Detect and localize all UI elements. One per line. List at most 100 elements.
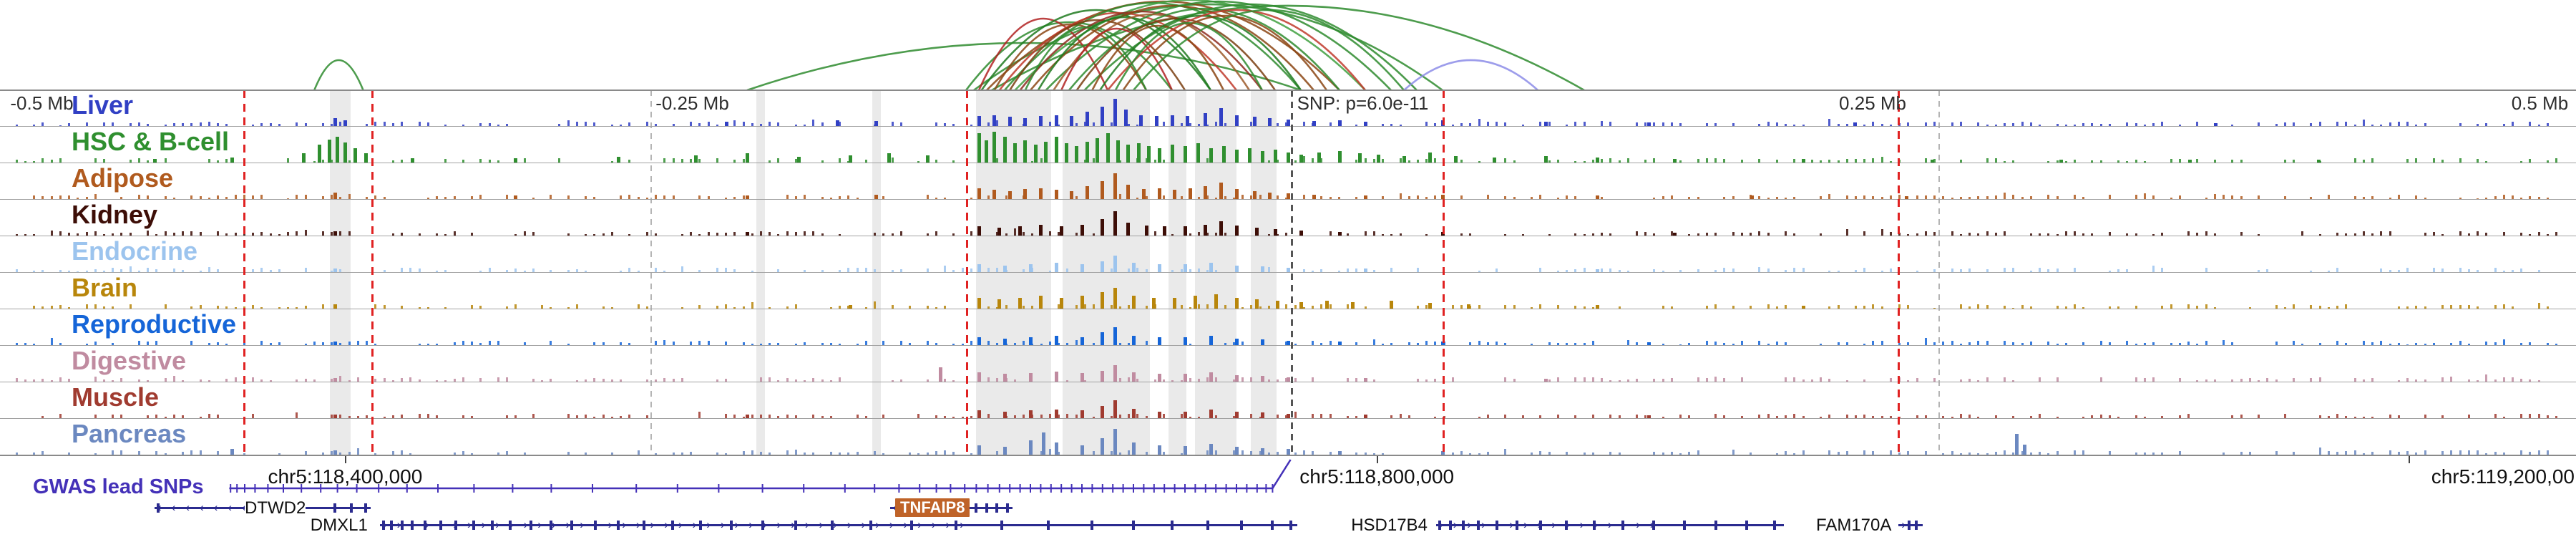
signal-peak	[977, 133, 981, 163]
signal-noise	[1337, 341, 1340, 345]
gene-label-dmxl1[interactable]: DMXL1	[310, 516, 368, 535]
signal-noise	[348, 193, 351, 199]
track-lane-reproductive[interactable]: Reproductive	[0, 309, 2576, 346]
signal-noise	[1714, 304, 1717, 309]
interaction-arc	[1403, 59, 1539, 90]
signal-noise	[1241, 307, 1244, 309]
signal-noise	[24, 160, 26, 163]
signal-noise	[2293, 304, 2295, 309]
signal-noise	[1591, 377, 1594, 382]
signal-noise	[2178, 377, 2181, 382]
signal-noise	[1802, 125, 1805, 126]
signal-noise	[742, 306, 745, 309]
signal-noise	[760, 452, 762, 455]
track-lane-brain[interactable]: Brain	[0, 273, 2576, 309]
signal-noise	[497, 340, 499, 345]
signal-noise	[1986, 453, 1989, 455]
signal-noise	[1880, 229, 1883, 236]
track-lane-pancreas[interactable]: Pancreas	[0, 419, 2576, 455]
gene-exon	[1593, 521, 1596, 530]
signal-noise	[698, 158, 701, 163]
signal-noise	[1880, 306, 1883, 309]
signal-noise	[199, 195, 202, 199]
signal-noise	[1407, 342, 1410, 345]
gene-body-fam170a[interactable]	[1898, 524, 1923, 526]
gene-body-hsd17b4[interactable]	[1436, 524, 1784, 526]
signal-peak	[1183, 374, 1187, 382]
signal-noise	[252, 268, 255, 272]
gene-body-dmxl1[interactable]	[380, 524, 1297, 526]
signal-noise	[952, 380, 955, 382]
signal-noise	[1486, 122, 1489, 126]
signal-noise	[1705, 306, 1708, 309]
signal-noise	[1548, 342, 1551, 345]
signal-noise	[1434, 417, 1437, 418]
signal-noise	[698, 305, 701, 309]
gene-label-dtwd2[interactable]: DTWD2	[245, 498, 306, 518]
signal-peak	[1147, 146, 1151, 163]
signal-noise	[1924, 415, 1927, 418]
signal-noise	[1767, 304, 1770, 309]
signal-noise	[1259, 306, 1262, 309]
signal-noise	[725, 232, 728, 236]
signal-noise	[1785, 197, 1787, 199]
signal-peak	[1131, 296, 1136, 309]
signal-peak	[1543, 379, 1548, 382]
signal-noise	[488, 159, 491, 163]
signal-noise	[50, 305, 53, 309]
signal-peak	[1183, 146, 1187, 163]
gene-label-hsd17b4[interactable]: HSD17B4	[1351, 516, 1428, 535]
track-lane-liver[interactable]: Liver	[0, 90, 2576, 127]
signal-noise	[1417, 159, 1419, 163]
signal-noise	[190, 450, 193, 455]
track-lane-endocrine[interactable]: Endocrine	[0, 236, 2576, 273]
signal-noise	[260, 195, 263, 199]
signal-noise	[453, 195, 456, 199]
signal-peak	[1173, 190, 1177, 199]
signal-noise	[1723, 415, 1726, 418]
track-lane-kidney[interactable]: Kidney	[0, 200, 2576, 236]
signal-noise	[120, 378, 123, 382]
signal-noise	[1670, 195, 1673, 199]
signal-noise	[322, 342, 324, 345]
signal-noise	[2520, 450, 2523, 455]
signal-noise	[1215, 450, 1218, 455]
signal-noise	[296, 379, 298, 382]
signal-peak	[1196, 143, 1200, 163]
signal-noise	[1566, 342, 1568, 345]
signal-noise	[129, 160, 132, 163]
signal-noise	[1407, 196, 1410, 199]
signal-noise	[374, 453, 377, 455]
signal-noise	[1714, 269, 1717, 272]
signal-noise	[1750, 233, 1752, 236]
signal-noise	[1959, 453, 1962, 455]
signal-noise	[637, 304, 640, 309]
signal-noise	[2012, 160, 2015, 163]
signal-noise	[628, 234, 631, 236]
track-lane-hsc-b-cell[interactable]: HSC & B-cell	[0, 127, 2576, 163]
signal-noise	[2467, 305, 2470, 309]
signal-noise	[742, 416, 745, 418]
signal-noise	[1005, 195, 1008, 199]
interaction-arc	[1133, 9, 1405, 90]
gene-label-fam170a[interactable]: FAM170A	[1816, 516, 1892, 535]
track-lane-digestive[interactable]: Digestive	[0, 346, 2576, 382]
signal-noise	[1855, 270, 1857, 272]
signal-noise	[786, 306, 789, 309]
signal-noise	[2371, 452, 2374, 455]
signal-noise	[1670, 231, 1673, 236]
signal-tracks-panel[interactable]: Liver HSC & B-cell Adipose Kidney Endocrine B…	[0, 90, 2576, 456]
signal-noise	[610, 452, 613, 455]
signal-noise	[794, 196, 797, 199]
gene-label-tnfaip8[interactable]: TNFAIP8	[895, 498, 970, 517]
signal-noise	[532, 268, 535, 272]
track-lane-muscle[interactable]: Muscle	[0, 382, 2576, 419]
signal-noise	[348, 231, 351, 236]
track-lane-adipose[interactable]: Adipose	[0, 163, 2576, 200]
signal-noise	[1583, 452, 1586, 455]
signal-peak	[1157, 148, 1161, 163]
signal-noise	[2240, 159, 2243, 163]
signal-noise	[864, 160, 867, 163]
signal-noise	[821, 122, 824, 126]
signal-noise	[479, 271, 482, 272]
